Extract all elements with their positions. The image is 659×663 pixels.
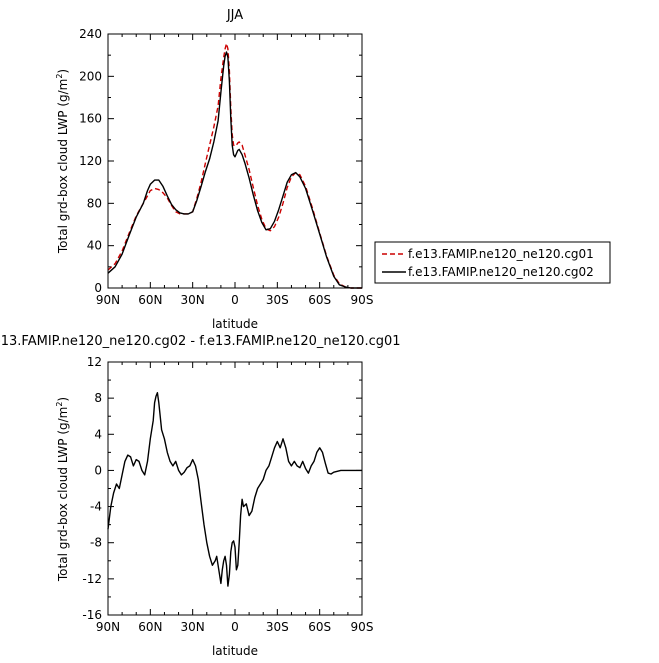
bottom-y-tick-label: -12 [82, 572, 102, 586]
bottom-series-line-1 [107, 392, 362, 587]
bottom-x-axis: 90N 60N 30N 0 30S 60S 90S [96, 362, 374, 634]
legend: f.e13.FAMIP.ne120_ne120.cg01 f.e13.FAMIP… [374, 241, 611, 284]
top-plot-area [107, 42, 362, 289]
top-series-line-1 [107, 42, 362, 289]
bottom-y-axis-label: Total grd-box cloud LWP (g/m2) [55, 397, 70, 582]
bottom-y-tick-label: 4 [94, 427, 102, 441]
bottom-x-tick-label: 0 [231, 620, 239, 634]
bottom-y-tick-label: 8 [94, 391, 102, 405]
top-series-line-2 [107, 51, 362, 289]
top-x-tick-label: 60N [138, 293, 162, 307]
bottom-x-tick-label: 90S [351, 620, 374, 634]
top-y-tick-label: 120 [79, 154, 102, 168]
bottom-y-tick-label: -8 [90, 536, 102, 550]
bottom-x-tick-label: 60N [138, 620, 162, 634]
bottom-y-tick-label: 12 [87, 355, 102, 369]
legend-box [374, 241, 611, 284]
top-y-axis: 0 40 80 120 160 200 240 [79, 27, 362, 295]
top-y-tick-label: 240 [79, 27, 102, 41]
bottom-y-tick-label: -16 [82, 608, 102, 622]
bottom-plot-frame [107, 361, 363, 616]
bottom-x-tick-label: 60S [308, 620, 331, 634]
top-y-tick-label: 0 [94, 281, 102, 295]
legend-label-cg02: f.e13.FAMIP.ne120_ne120.cg02 [408, 265, 594, 279]
top-x-axis: 90N 60N 30N 0 30S 60S 90S [96, 34, 374, 307]
top-x-tick-label: 90N [96, 293, 120, 307]
top-y-tick-label: 200 [79, 69, 102, 83]
legend-label-cg01: f.e13.FAMIP.ne120_ne120.cg01 [408, 247, 594, 261]
top-x-axis-label: latitude [212, 317, 258, 331]
bottom-panel: f.e13.FAMIP.ne120_ne120.cg02 - f.e13.FAM… [0, 334, 401, 658]
top-y-tick-label: 160 [79, 112, 102, 126]
bottom-x-axis-label: latitude [212, 644, 258, 658]
bottom-x-tick-label: 30N [181, 620, 205, 634]
bottom-y-axis: -16 -12 -8 -4 0 4 8 12 [82, 355, 362, 622]
bottom-y-tick-label: -4 [90, 500, 102, 514]
top-x-tick-label: 0 [231, 293, 239, 307]
top-y-axis-label: Total grd-box cloud LWP (g/m2) [55, 69, 70, 254]
top-x-tick-label: 30N [181, 293, 205, 307]
top-x-tick-label: 90S [351, 293, 374, 307]
bottom-plot-area [107, 392, 362, 587]
top-y-tick-label: 40 [87, 239, 102, 253]
bottom-x-tick-label: 90N [96, 620, 120, 634]
bottom-chart-title: f.e13.FAMIP.ne120_ne120.cg02 - f.e13.FAM… [0, 334, 401, 349]
top-y-tick-label: 80 [87, 196, 102, 210]
bottom-y-tick-label: 0 [94, 463, 102, 477]
top-chart-title: JJA [226, 8, 243, 23]
top-panel: JJA 90N 60N 30N 0 30S 60S 90S 0 40 80 120 160 200 24… [55, 8, 373, 331]
top-x-tick-label: 30S [266, 293, 289, 307]
top-x-tick-label: 60S [308, 293, 331, 307]
bottom-x-tick-label: 30S [266, 620, 289, 634]
